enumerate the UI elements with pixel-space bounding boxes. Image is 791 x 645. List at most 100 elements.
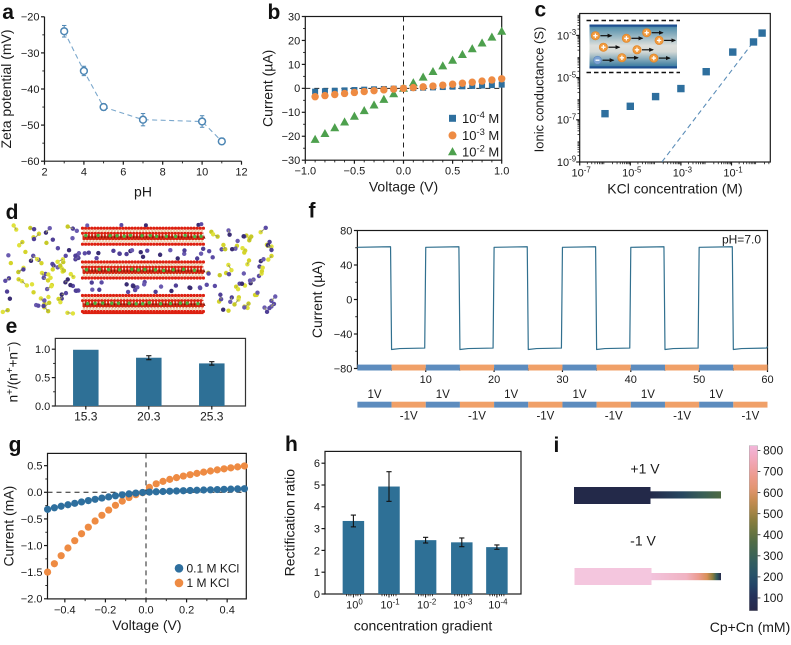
svg-text:Current (mA): Current (mA) bbox=[1, 486, 17, 567]
svg-text:6: 6 bbox=[120, 167, 126, 179]
svg-text:−40: −40 bbox=[21, 84, 40, 96]
svg-text:i: i bbox=[554, 434, 560, 457]
svg-text:3: 3 bbox=[314, 524, 320, 536]
svg-text:−0.5: −0.5 bbox=[21, 514, 43, 526]
svg-text:concentration gradient: concentration gradient bbox=[354, 618, 493, 634]
svg-text:40: 40 bbox=[625, 374, 637, 386]
svg-text:Current (µA): Current (µA) bbox=[260, 50, 276, 127]
svg-text:Current (µA): Current (µA) bbox=[309, 261, 325, 338]
svg-text:60: 60 bbox=[761, 374, 773, 386]
svg-text:−30: −30 bbox=[282, 155, 301, 167]
svg-text:1V: 1V bbox=[436, 389, 450, 401]
svg-text:1V: 1V bbox=[504, 389, 518, 401]
svg-text:10: 10 bbox=[288, 59, 300, 71]
svg-text:-1V: -1V bbox=[468, 411, 486, 423]
svg-text:0: 0 bbox=[314, 589, 320, 601]
svg-text:0: 0 bbox=[294, 83, 300, 95]
svg-text:15.3: 15.3 bbox=[74, 410, 98, 424]
svg-text:−0.2: −0.2 bbox=[95, 604, 117, 616]
svg-text:200: 200 bbox=[763, 570, 783, 584]
svg-text:−0.5: −0.5 bbox=[344, 166, 366, 178]
svg-text:g: g bbox=[9, 434, 22, 457]
svg-text:25.3: 25.3 bbox=[200, 410, 224, 424]
svg-text:50: 50 bbox=[693, 374, 705, 386]
svg-text:1.0: 1.0 bbox=[494, 166, 509, 178]
svg-text:pH: pH bbox=[134, 184, 152, 200]
svg-text:-1V: -1V bbox=[741, 411, 759, 423]
svg-text:−60: −60 bbox=[21, 156, 40, 168]
svg-text:20: 20 bbox=[488, 374, 500, 386]
svg-text:−0.4: −0.4 bbox=[54, 604, 76, 616]
svg-text:h: h bbox=[285, 433, 298, 456]
svg-text:20: 20 bbox=[288, 35, 300, 47]
svg-text:−80: −80 bbox=[334, 363, 353, 375]
svg-text:4: 4 bbox=[314, 502, 320, 514]
svg-text:1 M KCl: 1 M KCl bbox=[187, 576, 230, 590]
svg-text:700: 700 bbox=[763, 465, 783, 479]
svg-text:-1 V: -1 V bbox=[630, 533, 656, 549]
svg-text:−20: −20 bbox=[21, 12, 40, 24]
svg-text:-1V: -1V bbox=[605, 411, 623, 423]
svg-text:-1V: -1V bbox=[400, 411, 418, 423]
svg-text:6: 6 bbox=[314, 458, 320, 470]
svg-text:1V: 1V bbox=[709, 389, 723, 401]
svg-text:Zeta potential (mV): Zeta potential (mV) bbox=[0, 29, 14, 148]
svg-text:-1V: -1V bbox=[673, 411, 691, 423]
svg-text:0.0: 0.0 bbox=[27, 487, 42, 499]
svg-text:400: 400 bbox=[763, 528, 783, 542]
svg-text:-1V: -1V bbox=[536, 411, 554, 423]
svg-text:1V: 1V bbox=[641, 389, 655, 401]
svg-text:80: 80 bbox=[340, 225, 352, 237]
svg-text:c: c bbox=[535, 0, 547, 22]
svg-text:d: d bbox=[6, 201, 19, 224]
svg-text:600: 600 bbox=[763, 486, 783, 500]
svg-text:8: 8 bbox=[160, 167, 166, 179]
svg-text:800: 800 bbox=[763, 444, 783, 458]
svg-text:2: 2 bbox=[314, 545, 320, 557]
svg-text:f: f bbox=[309, 200, 317, 223]
svg-text:a: a bbox=[2, 1, 14, 24]
svg-text:0.0: 0.0 bbox=[138, 604, 153, 616]
svg-text:Rectification ratio: Rectification ratio bbox=[282, 469, 298, 577]
svg-text:0.1 M KCl: 0.1 M KCl bbox=[187, 562, 240, 576]
svg-text:0.0: 0.0 bbox=[35, 401, 50, 413]
svg-text:30: 30 bbox=[288, 11, 300, 23]
svg-text:−10: −10 bbox=[282, 107, 301, 119]
svg-text:Voltage (V): Voltage (V) bbox=[112, 617, 181, 633]
svg-text:Voltage (V): Voltage (V) bbox=[369, 179, 438, 195]
svg-text:0.5: 0.5 bbox=[27, 461, 42, 473]
svg-text:5: 5 bbox=[314, 480, 320, 492]
svg-text:1V: 1V bbox=[367, 389, 381, 401]
svg-text:KCl concentration (M): KCl concentration (M) bbox=[607, 181, 742, 197]
svg-text:−1.0: −1.0 bbox=[294, 166, 316, 178]
svg-text:1: 1 bbox=[314, 567, 320, 579]
svg-text:10: 10 bbox=[196, 167, 208, 179]
svg-text:1V: 1V bbox=[572, 389, 586, 401]
svg-text:−1.5: −1.5 bbox=[21, 567, 43, 579]
svg-text:e: e bbox=[6, 315, 18, 338]
svg-text:b: b bbox=[268, 1, 281, 24]
svg-text:+1 V: +1 V bbox=[630, 461, 660, 477]
svg-text:2: 2 bbox=[41, 167, 47, 179]
svg-text:1.0: 1.0 bbox=[35, 344, 50, 356]
svg-text:−30: −30 bbox=[21, 48, 40, 60]
svg-text:30: 30 bbox=[556, 374, 568, 386]
svg-text:12: 12 bbox=[235, 167, 247, 179]
svg-text:0.2: 0.2 bbox=[179, 604, 194, 616]
svg-text:Ionic conductance (S): Ionic conductance (S) bbox=[532, 27, 547, 153]
svg-text:0: 0 bbox=[346, 294, 352, 306]
svg-text:−20: −20 bbox=[282, 131, 301, 143]
svg-text:pH=7.0: pH=7.0 bbox=[722, 233, 761, 247]
svg-text:0.5: 0.5 bbox=[445, 166, 460, 178]
svg-text:4: 4 bbox=[81, 167, 87, 179]
svg-text:20.3: 20.3 bbox=[137, 410, 161, 424]
svg-text:100: 100 bbox=[763, 591, 783, 605]
svg-text:−40: −40 bbox=[334, 329, 353, 341]
svg-text:−1.0: −1.0 bbox=[21, 540, 43, 552]
svg-text:Cp+Cn (mM): Cp+Cn (mM) bbox=[710, 619, 791, 635]
svg-text:500: 500 bbox=[763, 507, 783, 521]
svg-text:300: 300 bbox=[763, 549, 783, 563]
svg-text:10: 10 bbox=[420, 374, 432, 386]
svg-text:40: 40 bbox=[340, 260, 352, 272]
svg-text:0.4: 0.4 bbox=[220, 604, 235, 616]
